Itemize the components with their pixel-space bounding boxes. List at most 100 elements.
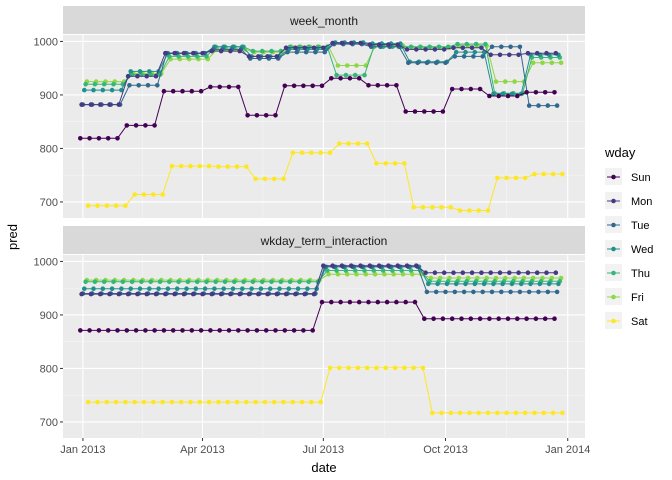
data-point-fri bbox=[335, 272, 341, 277]
plot-panel-wkday-term-interaction bbox=[63, 255, 585, 438]
data-point-mon bbox=[107, 291, 112, 297]
data-point-sat bbox=[337, 141, 342, 146]
data-point-sun bbox=[515, 316, 520, 322]
x-tick-label: Jan 2014 bbox=[545, 444, 590, 456]
legend-key-point bbox=[611, 198, 616, 204]
data-point-mon bbox=[246, 291, 252, 297]
data-point-sun bbox=[412, 299, 418, 305]
data-point-sun bbox=[152, 123, 157, 128]
data-point-sun bbox=[310, 83, 316, 89]
data-point-mon bbox=[516, 270, 521, 276]
data-point-mon bbox=[163, 291, 168, 297]
data-point-wed bbox=[463, 49, 468, 55]
data-point-mon bbox=[460, 270, 466, 276]
data-point-sun bbox=[245, 113, 250, 118]
data-point-thu bbox=[455, 41, 460, 47]
data-point-sat bbox=[420, 365, 426, 371]
data-point-sat bbox=[281, 176, 286, 182]
data-point-tue bbox=[480, 289, 486, 295]
data-point-mon bbox=[507, 270, 512, 276]
data-point-sun bbox=[477, 316, 483, 322]
data-point-mon bbox=[339, 40, 345, 46]
data-point-thu bbox=[399, 268, 405, 273]
data-point-sun bbox=[533, 316, 539, 322]
data-point-mon bbox=[460, 45, 466, 51]
data-point-sun bbox=[133, 328, 139, 333]
data-point-sat bbox=[216, 164, 221, 169]
legend-label: Tue bbox=[631, 220, 650, 232]
data-point-sun bbox=[422, 109, 427, 114]
data-point-mon bbox=[135, 73, 140, 79]
data-point-fri bbox=[558, 60, 564, 66]
data-point-mon bbox=[321, 45, 326, 51]
data-point-wed bbox=[165, 286, 171, 292]
data-point-thu bbox=[269, 48, 274, 54]
data-point-sun bbox=[459, 86, 464, 92]
data-point-sat bbox=[216, 399, 221, 405]
data-point-sat bbox=[346, 365, 351, 371]
data-point-mon bbox=[163, 50, 168, 56]
x-axis-title: date bbox=[311, 460, 336, 475]
data-point-wed bbox=[91, 286, 96, 292]
data-point-sat bbox=[485, 410, 491, 416]
series-sat bbox=[85, 365, 565, 416]
data-point-mon bbox=[423, 270, 428, 276]
data-point-thu bbox=[83, 279, 88, 285]
data-point-wed bbox=[509, 281, 515, 287]
data-point-sat bbox=[169, 163, 175, 169]
data-point-fri bbox=[503, 79, 508, 84]
data-point-sun bbox=[356, 76, 362, 81]
data-point-sat bbox=[104, 399, 110, 405]
data-point-mon bbox=[497, 52, 503, 58]
data-point-mon bbox=[274, 54, 280, 59]
gridlines-week-month bbox=[63, 35, 585, 218]
data-point-sun bbox=[96, 136, 102, 141]
data-point-mon bbox=[246, 54, 252, 59]
data-point-wed bbox=[509, 91, 515, 97]
data-point-sun bbox=[115, 136, 120, 141]
data-point-mon bbox=[255, 54, 261, 59]
data-point-sun bbox=[329, 76, 334, 81]
data-point-tue bbox=[471, 289, 476, 295]
data-point-mon bbox=[302, 45, 308, 51]
data-point-mon bbox=[274, 291, 280, 297]
series-line-tue bbox=[82, 43, 558, 107]
data-point-mon bbox=[395, 263, 401, 269]
legend-item-thu: Thu bbox=[605, 264, 650, 281]
data-point-sun bbox=[366, 299, 371, 305]
data-point-sun bbox=[189, 328, 195, 333]
data-point-sun bbox=[105, 328, 111, 333]
data-point-sat bbox=[188, 399, 193, 405]
series-sun bbox=[78, 299, 557, 333]
data-point-sun bbox=[449, 316, 455, 322]
y-axis-week-month: 700 800 900 1000 bbox=[34, 36, 63, 209]
data-point-sat bbox=[290, 399, 296, 405]
data-point-fri bbox=[363, 272, 369, 277]
data-point-wed bbox=[546, 281, 552, 287]
data-point-sun bbox=[254, 113, 260, 118]
data-point-sat bbox=[420, 205, 426, 210]
strip-background bbox=[63, 226, 585, 254]
data-point-sun bbox=[217, 328, 222, 333]
data-point-wed bbox=[82, 286, 87, 292]
data-point-mon bbox=[404, 47, 410, 52]
data-point-sat bbox=[271, 399, 277, 405]
data-point-thu bbox=[259, 279, 265, 285]
data-point-mon bbox=[144, 73, 149, 79]
x-axis: Jan 2013 Apr 2013 Jul 2013 Oct 2013 Jan 2014 bbox=[60, 438, 590, 456]
series-fri bbox=[84, 272, 564, 283]
data-point-sun bbox=[96, 328, 102, 333]
data-point-wed bbox=[500, 281, 505, 287]
data-point-sun bbox=[208, 328, 213, 333]
data-point-thu bbox=[194, 279, 200, 285]
data-point-sun bbox=[319, 83, 325, 89]
data-point-tue bbox=[499, 44, 504, 50]
data-point-thu bbox=[325, 268, 330, 273]
data-point-mon bbox=[525, 270, 531, 276]
data-point-thu bbox=[436, 44, 442, 50]
data-point-thu bbox=[101, 81, 107, 87]
data-point-wed bbox=[453, 49, 459, 55]
data-point-mon bbox=[97, 102, 103, 107]
data-point-thu bbox=[129, 279, 135, 285]
series-line-mon bbox=[81, 265, 556, 295]
